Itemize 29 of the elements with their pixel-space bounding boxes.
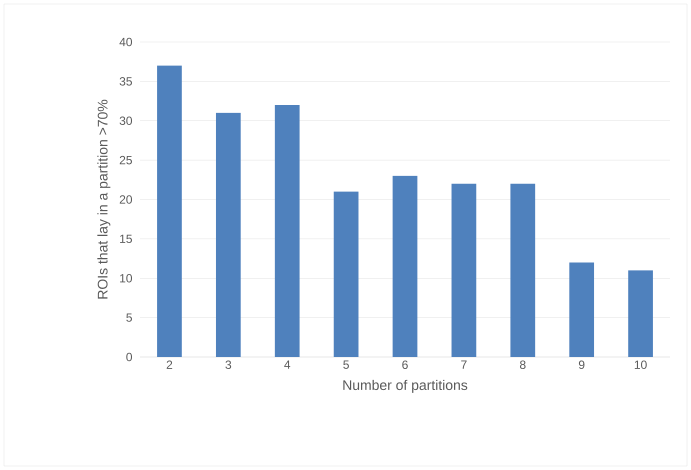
x-tick-label: 3	[225, 360, 232, 369]
y-tick-label: 5	[126, 313, 132, 322]
bar	[334, 192, 358, 357]
bar	[569, 262, 594, 357]
x-tick-label: 10	[634, 360, 647, 369]
bar	[157, 66, 182, 357]
y-axis-title: ROIs that lay in a partition >70%	[97, 100, 110, 299]
bar	[510, 184, 536, 357]
y-tick-label: 40	[119, 38, 132, 46]
y-tick-label: 35	[120, 77, 132, 86]
x-tick-label: 2	[166, 360, 172, 369]
y-tick-label: 15	[120, 234, 132, 244]
x-tick-label: 5	[343, 360, 349, 369]
y-tick-label: 0	[126, 352, 132, 362]
x-tick-label: 6	[402, 360, 408, 369]
x-axis-title: Number of partitions	[343, 380, 468, 393]
bar	[628, 270, 653, 357]
bar	[216, 112, 241, 357]
y-tick-label: 30	[120, 116, 132, 125]
x-tick-label: 8	[520, 360, 526, 369]
y-tick-label: 20	[120, 195, 132, 204]
y-tick-label: 10	[120, 274, 132, 282]
x-tick-label: 4	[284, 360, 290, 369]
bar	[274, 104, 300, 357]
bar	[452, 184, 476, 357]
y-tick-label: 25	[120, 156, 132, 164]
x-tick-label: 7	[461, 360, 467, 369]
x-tick-label: 9	[578, 360, 584, 369]
bar	[392, 176, 418, 357]
